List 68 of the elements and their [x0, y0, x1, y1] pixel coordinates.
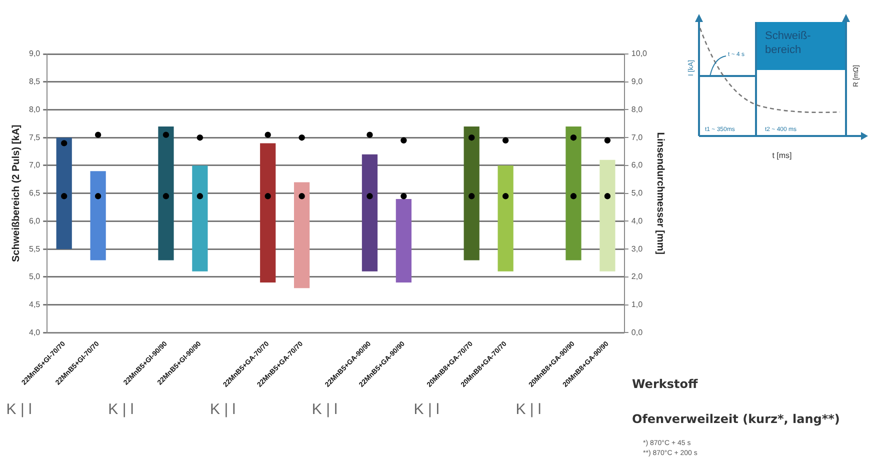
point [61, 140, 68, 146]
text: K | l [210, 401, 236, 418]
point [502, 137, 509, 144]
y2-tick-label: 1,0 [631, 300, 644, 310]
point [604, 137, 611, 144]
bar [464, 126, 480, 260]
bar [498, 165, 514, 272]
point [94, 193, 102, 200]
text: K | l [414, 401, 440, 418]
y2-tick-label: 3,0 [631, 244, 644, 254]
y-tick-label: 5,5 [28, 244, 41, 254]
point [502, 193, 509, 200]
point [570, 134, 577, 141]
y2-tick-label: 9,0 [631, 77, 644, 86]
y2-tick-label: 7,0 [631, 132, 644, 142]
y-tick-label: 4,0 [28, 328, 41, 337]
point [196, 193, 204, 200]
bar [192, 165, 208, 272]
y-tick-label: 5,0 [28, 272, 41, 282]
y-tick-label: 9,0 [28, 49, 41, 58]
y-tick-label: 6,0 [28, 216, 41, 226]
y-tick-label: 6,5 [28, 188, 41, 198]
point [298, 193, 305, 200]
point [400, 193, 407, 200]
point [61, 193, 68, 200]
y2-tick-label: 0,0 [631, 328, 644, 337]
point [162, 193, 170, 200]
text: K | l [516, 401, 542, 418]
point [366, 132, 373, 138]
bar [90, 171, 106, 260]
point [264, 132, 271, 138]
point [264, 193, 271, 200]
y2-tick-label: 10,0 [631, 49, 648, 58]
text: K | l [6, 401, 32, 418]
bar [362, 154, 378, 272]
text: Werkstoff [632, 377, 698, 392]
bar [158, 126, 174, 260]
point [604, 193, 611, 200]
y-axis-title: Schweißbereich (2 Puls) [kA] [10, 124, 22, 262]
y-tick-label: 7,5 [28, 132, 41, 142]
point [162, 132, 170, 138]
y-tick-label: 4,5 [28, 300, 41, 310]
bar [396, 198, 412, 283]
text: K | l [312, 401, 338, 418]
y-tick-label: 8,5 [28, 77, 41, 86]
point [298, 134, 305, 141]
point [366, 193, 373, 200]
point [94, 132, 102, 138]
bar [56, 138, 72, 250]
point [570, 193, 577, 200]
y2-tick-label: 2,0 [631, 272, 644, 282]
point [468, 193, 475, 200]
bar [260, 143, 276, 283]
bar [566, 126, 582, 260]
text: Ofenverweilzeit (kurz*, lang**) [632, 412, 840, 426]
bar [294, 182, 310, 288]
y-tick-label: 8,0 [28, 104, 41, 114]
text: K | l [108, 401, 134, 418]
y2-tick-label: 4,0 [631, 216, 644, 226]
y2-tick-label: 8,0 [631, 104, 644, 114]
y2-tick-label: 6,0 [631, 160, 644, 170]
point [400, 137, 407, 144]
y-tick-label: 7,0 [28, 160, 41, 170]
point [196, 134, 204, 141]
point [468, 134, 475, 141]
y2-tick-label: 5,0 [631, 188, 644, 198]
bar [600, 160, 616, 272]
y2-axis-title: Linsendurchmesser [mm] [654, 132, 666, 254]
